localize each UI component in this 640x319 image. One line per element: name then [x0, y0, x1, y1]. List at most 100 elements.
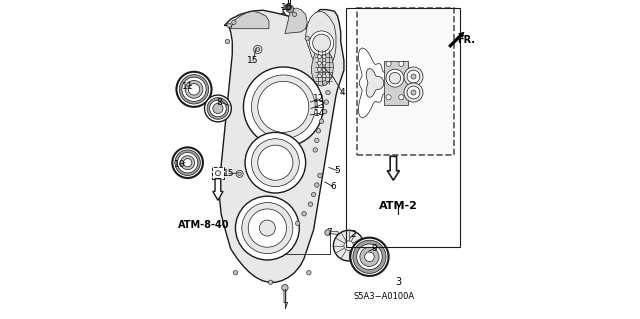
Circle shape	[356, 244, 382, 270]
Polygon shape	[287, 5, 294, 13]
Text: ATM-8-40: ATM-8-40	[178, 220, 229, 230]
Text: 13: 13	[314, 101, 326, 110]
Circle shape	[233, 271, 237, 275]
Circle shape	[248, 209, 287, 247]
Circle shape	[312, 192, 316, 197]
Circle shape	[175, 150, 200, 175]
Bar	[384, 61, 408, 105]
Circle shape	[282, 285, 288, 291]
Circle shape	[386, 61, 391, 66]
Circle shape	[313, 34, 330, 52]
Circle shape	[322, 55, 326, 59]
Circle shape	[313, 148, 317, 152]
Circle shape	[324, 230, 330, 235]
Circle shape	[350, 238, 388, 276]
Text: 8: 8	[216, 98, 222, 107]
Circle shape	[253, 45, 262, 54]
Circle shape	[399, 95, 404, 100]
Text: 4: 4	[339, 88, 345, 97]
Polygon shape	[285, 8, 307, 33]
Circle shape	[353, 240, 386, 273]
Polygon shape	[358, 48, 399, 118]
Polygon shape	[306, 11, 336, 67]
Circle shape	[323, 109, 327, 114]
Circle shape	[302, 211, 307, 216]
Text: 6: 6	[330, 182, 335, 191]
Text: 3: 3	[395, 277, 401, 287]
Text: 16: 16	[281, 4, 292, 12]
Text: 7: 7	[282, 302, 288, 311]
Circle shape	[322, 61, 326, 65]
Circle shape	[360, 247, 379, 266]
FancyArrow shape	[448, 32, 465, 48]
Circle shape	[258, 145, 293, 180]
Polygon shape	[220, 10, 344, 282]
Circle shape	[245, 132, 306, 193]
Circle shape	[207, 98, 228, 119]
Text: ATM-2: ATM-2	[379, 201, 417, 211]
Circle shape	[232, 20, 236, 25]
Circle shape	[386, 95, 391, 100]
Circle shape	[318, 173, 322, 178]
Circle shape	[319, 119, 324, 123]
Circle shape	[213, 103, 223, 114]
Circle shape	[322, 74, 326, 78]
Circle shape	[177, 72, 212, 107]
Polygon shape	[230, 11, 269, 29]
Text: 12: 12	[313, 94, 324, 103]
FancyArrow shape	[387, 156, 399, 180]
Circle shape	[411, 74, 416, 79]
Circle shape	[305, 36, 310, 41]
Circle shape	[322, 68, 326, 71]
Text: 2: 2	[351, 230, 356, 239]
Circle shape	[236, 170, 243, 177]
Text: 10: 10	[174, 160, 186, 169]
Circle shape	[316, 129, 321, 133]
Circle shape	[188, 84, 200, 95]
Text: S5A3−A0100A: S5A3−A0100A	[353, 292, 414, 301]
Circle shape	[238, 172, 241, 175]
Text: FR.: FR.	[457, 35, 475, 45]
Circle shape	[315, 183, 319, 187]
Circle shape	[404, 83, 423, 102]
Circle shape	[259, 220, 275, 236]
Circle shape	[386, 69, 404, 87]
Bar	[212, 167, 223, 179]
Bar	[356, 8, 454, 155]
Circle shape	[344, 241, 353, 250]
Circle shape	[210, 100, 226, 117]
Circle shape	[182, 77, 206, 101]
Circle shape	[292, 12, 297, 17]
Circle shape	[258, 81, 309, 132]
Circle shape	[365, 252, 374, 262]
Circle shape	[243, 67, 323, 147]
Circle shape	[236, 196, 300, 260]
Circle shape	[407, 86, 420, 99]
Text: 15: 15	[223, 169, 235, 178]
Circle shape	[268, 280, 273, 285]
Polygon shape	[328, 231, 339, 234]
Circle shape	[404, 67, 423, 86]
Circle shape	[326, 90, 330, 95]
Circle shape	[310, 31, 333, 55]
Circle shape	[317, 61, 321, 65]
Text: 14: 14	[314, 109, 326, 118]
Text: 5: 5	[335, 166, 340, 175]
Circle shape	[315, 138, 319, 143]
Circle shape	[185, 80, 203, 98]
Polygon shape	[284, 289, 286, 303]
Text: 9: 9	[371, 244, 377, 253]
Circle shape	[317, 55, 321, 59]
Circle shape	[205, 95, 231, 122]
Circle shape	[296, 221, 300, 226]
Circle shape	[180, 156, 195, 170]
Circle shape	[227, 23, 231, 28]
Polygon shape	[312, 48, 333, 86]
Circle shape	[252, 139, 300, 187]
Text: 11: 11	[182, 82, 193, 91]
Circle shape	[308, 202, 313, 206]
Circle shape	[177, 152, 198, 173]
Circle shape	[172, 147, 203, 178]
Circle shape	[324, 100, 328, 104]
Circle shape	[184, 159, 192, 167]
